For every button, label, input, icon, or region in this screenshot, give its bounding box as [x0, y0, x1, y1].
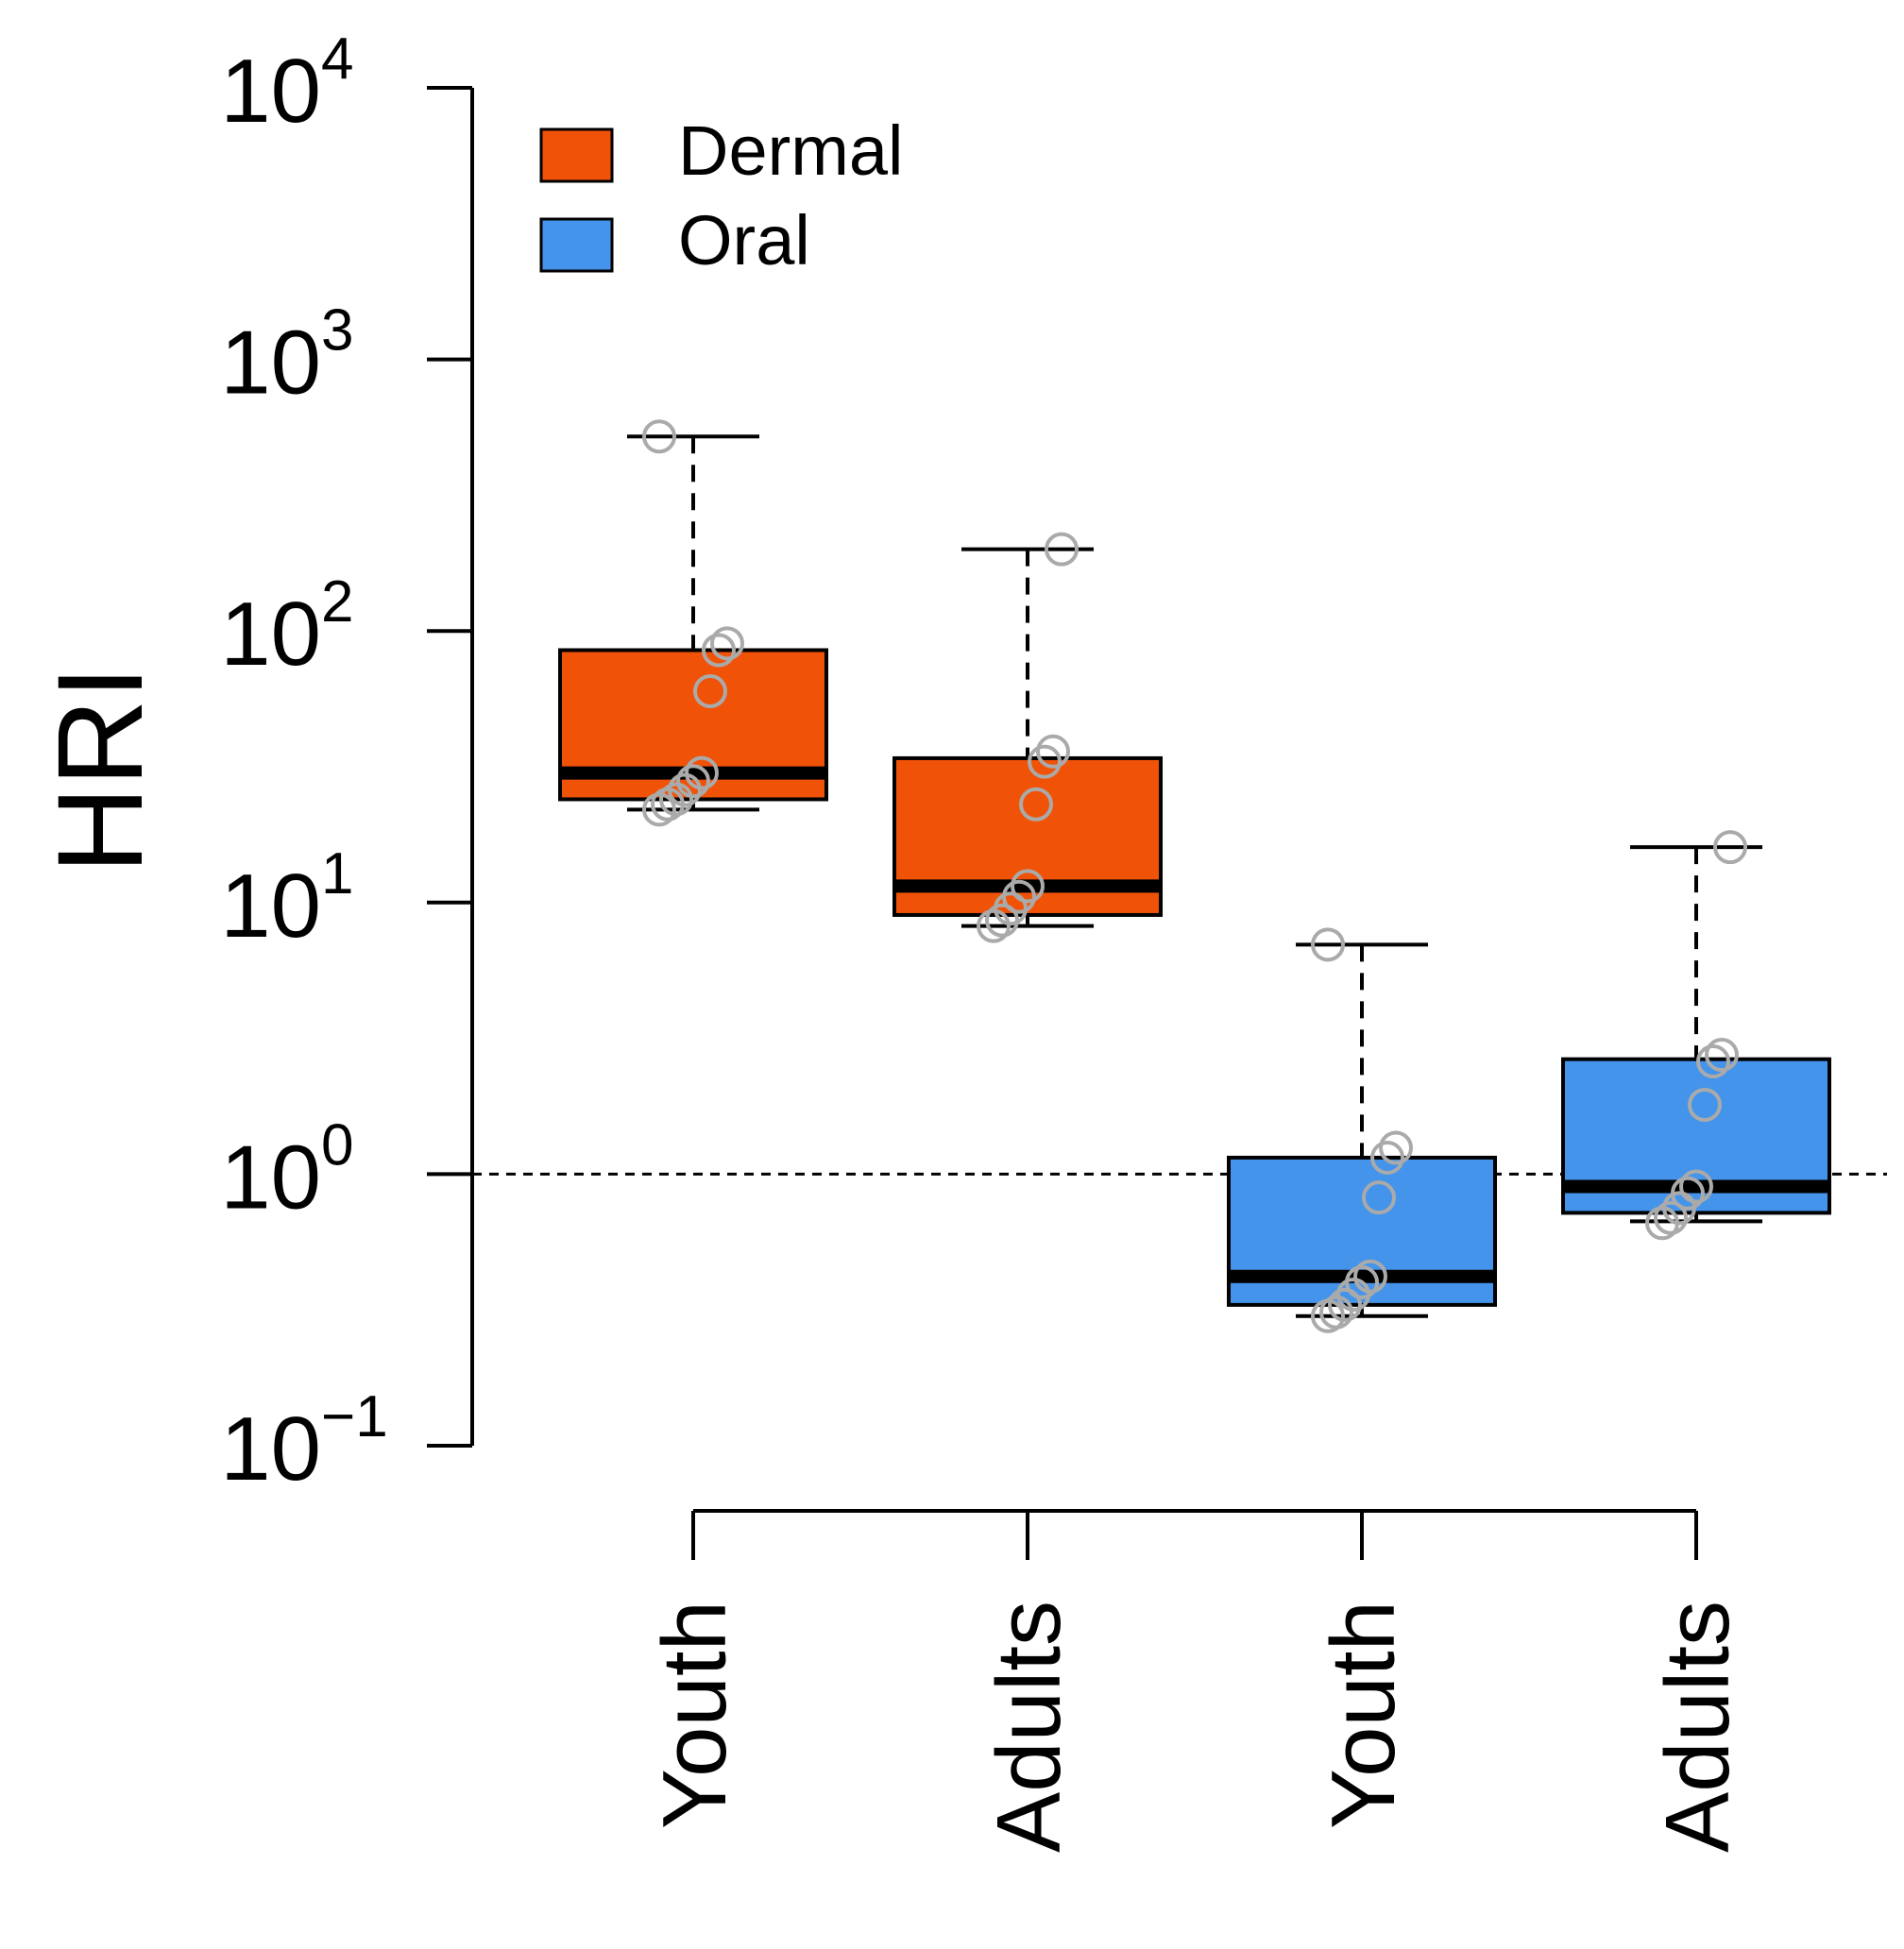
data-point-1-7: [1036, 734, 1070, 769]
data-point-2-6: [1362, 1180, 1396, 1215]
data-point-0-5: [685, 755, 719, 790]
data-point-2-4: [1345, 1264, 1379, 1299]
legend-label-dermal: Dermal: [678, 111, 903, 190]
data-point-0-8: [710, 626, 744, 661]
data-point-3-8: [1713, 830, 1747, 865]
y-tick-label-1: 10: [220, 1127, 321, 1228]
x-tick-label-0: Youth: [644, 1601, 745, 1829]
y-tick-exponent-1: 0: [321, 1112, 353, 1178]
x-axis: Youth Adults Youth Adults: [644, 1509, 1748, 1853]
data-point-1-6: [1028, 744, 1062, 779]
box-group-3: [1561, 830, 1831, 1241]
y-tick-exponent-0: −1: [321, 1384, 388, 1449]
data-point-3-5: [1688, 1087, 1722, 1122]
data-point-2-7: [1370, 1140, 1404, 1175]
data-point-2-5: [1353, 1259, 1387, 1294]
y-tick-label-4: 10: [220, 313, 321, 414]
data-point-0-0: [642, 792, 676, 827]
data-point-1-5: [1019, 787, 1053, 822]
y-tick-exponent-3: 2: [321, 569, 353, 635]
legend-swatch-oral: [539, 217, 614, 273]
data-point-2-2: [1328, 1287, 1362, 1322]
data-point-1-0: [977, 908, 1011, 943]
data-point-3-6: [1696, 1044, 1730, 1079]
x-tick-label-3: Adults: [1647, 1601, 1748, 1853]
box-group-2: [1227, 927, 1497, 1333]
data-point-0-4: [676, 764, 710, 799]
legend: Dermal Oral: [539, 111, 903, 280]
data-point-0-7: [702, 633, 736, 668]
box-group-1: [892, 532, 1163, 943]
data-point-2-1: [1319, 1295, 1353, 1330]
data-point-0-6: [693, 674, 727, 709]
data-point-1-3: [1002, 879, 1036, 914]
data-point-0-2: [659, 782, 693, 817]
y-tick-label-0: 10: [220, 1398, 321, 1500]
data-point-3-1: [1654, 1200, 1688, 1235]
data-point-3-3: [1671, 1176, 1705, 1211]
data-point-1-8: [1045, 532, 1079, 567]
x-tick-label-2: Youth: [1313, 1601, 1414, 1829]
data-point-3-4: [1679, 1169, 1713, 1204]
y-tick-exponent-4: 3: [321, 298, 353, 364]
data-point-3-7: [1705, 1038, 1739, 1073]
y-tick-exponent-2: 1: [321, 841, 353, 907]
y-axis-title: HRI: [33, 666, 168, 873]
data-point-2-9: [1311, 927, 1345, 962]
boxes-layer: [558, 419, 1831, 1333]
data-point-2-8: [1379, 1130, 1413, 1165]
data-point-0-9: [642, 419, 676, 454]
legend-label-oral: Oral: [678, 201, 810, 280]
y-tick-exponent-5: 4: [321, 26, 353, 92]
y-tick-label-2: 10: [220, 856, 321, 957]
x-tick-label-1: Adults: [978, 1601, 1080, 1853]
data-point-1-4: [1011, 869, 1045, 904]
y-tick-label-5: 10: [220, 41, 321, 142]
box-group-0: [558, 419, 828, 827]
legend-swatch-dermal: [539, 127, 614, 183]
y-tick-label-3: 10: [220, 584, 321, 685]
